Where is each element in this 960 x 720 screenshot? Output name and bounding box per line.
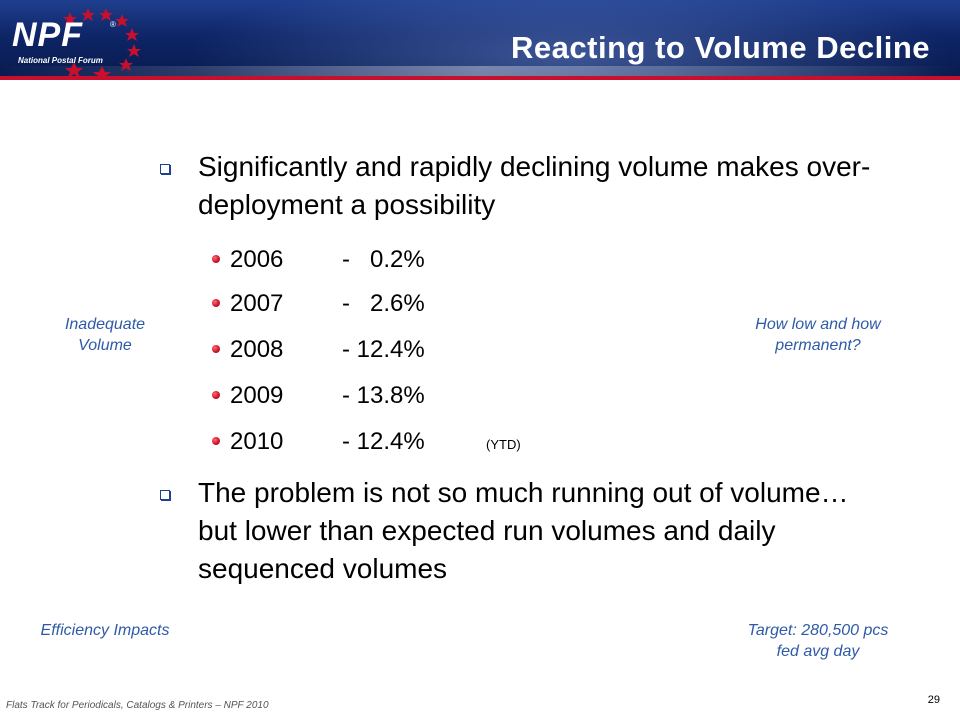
slide-title: Reacting to Volume Decline bbox=[511, 30, 930, 65]
side-note-how-low: How low and how permanent? bbox=[755, 316, 881, 354]
page-number: 29 bbox=[927, 694, 940, 706]
list-item-2009: 2009 - 13.8% bbox=[212, 378, 612, 414]
bullet-problem: The problem is not so much running out o… bbox=[160, 474, 880, 588]
square-bullet-icon bbox=[160, 164, 170, 174]
header-red-line bbox=[0, 76, 960, 80]
logo-text: NPF bbox=[12, 16, 83, 54]
side-note-efficiency: Efficiency Impacts bbox=[40, 622, 170, 639]
item-note: (YTD) bbox=[486, 437, 521, 452]
item-year: 2006 bbox=[230, 246, 284, 273]
item-year: 2007 bbox=[230, 290, 284, 317]
item-value: - 0.2% bbox=[342, 246, 425, 273]
round-bullet-icon bbox=[212, 437, 220, 445]
header-swoosh bbox=[120, 0, 960, 80]
bullet-text: Significantly and rapidly declining volu… bbox=[198, 151, 871, 220]
slide-header: NPF ® National Postal Forum Reacting to … bbox=[0, 0, 960, 80]
bullet-declining-volume: Significantly and rapidly declining volu… bbox=[160, 148, 880, 224]
list-item-2006: 2006 - 0.2% bbox=[212, 242, 612, 278]
list-item-2007: 2007 - 2.6% bbox=[212, 286, 612, 322]
footer-text: Flats Track for Periodicals, Catalogs & … bbox=[6, 700, 269, 711]
item-year: 2009 bbox=[230, 382, 284, 409]
list-item-2008: 2008 - 12.4% bbox=[212, 332, 612, 368]
star-ring-icon bbox=[63, 8, 141, 80]
item-value: - 2.6% bbox=[342, 290, 425, 317]
logo-registered-mark: ® bbox=[110, 20, 116, 29]
round-bullet-icon bbox=[212, 345, 220, 353]
round-bullet-icon bbox=[212, 255, 220, 263]
item-value: - 12.4% bbox=[342, 336, 425, 363]
round-bullet-icon bbox=[212, 391, 220, 399]
side-note-inadequate-volume: Inadequate Volume bbox=[64, 316, 146, 354]
logo-subtitle: National Postal Forum bbox=[18, 56, 103, 65]
item-value: - 13.8% bbox=[342, 382, 425, 409]
npf-logo: NPF ® National Postal Forum bbox=[10, 6, 160, 80]
item-value: - 12.4% bbox=[342, 428, 425, 455]
bullet-text: The problem is not so much running out o… bbox=[198, 477, 849, 584]
list-item-2010: 2010 - 12.4% (YTD) bbox=[212, 424, 612, 460]
item-year: 2008 bbox=[230, 336, 284, 363]
side-note-target: Target: 280,500 pcs fed avg day bbox=[747, 622, 889, 660]
round-bullet-icon bbox=[212, 299, 220, 307]
square-bullet-icon bbox=[160, 490, 170, 500]
header-shine bbox=[0, 66, 960, 76]
item-year: 2010 bbox=[230, 428, 284, 455]
